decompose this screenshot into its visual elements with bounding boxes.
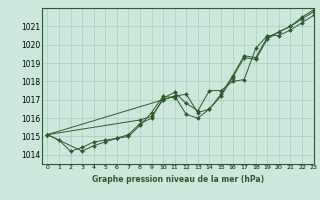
- X-axis label: Graphe pression niveau de la mer (hPa): Graphe pression niveau de la mer (hPa): [92, 175, 264, 184]
